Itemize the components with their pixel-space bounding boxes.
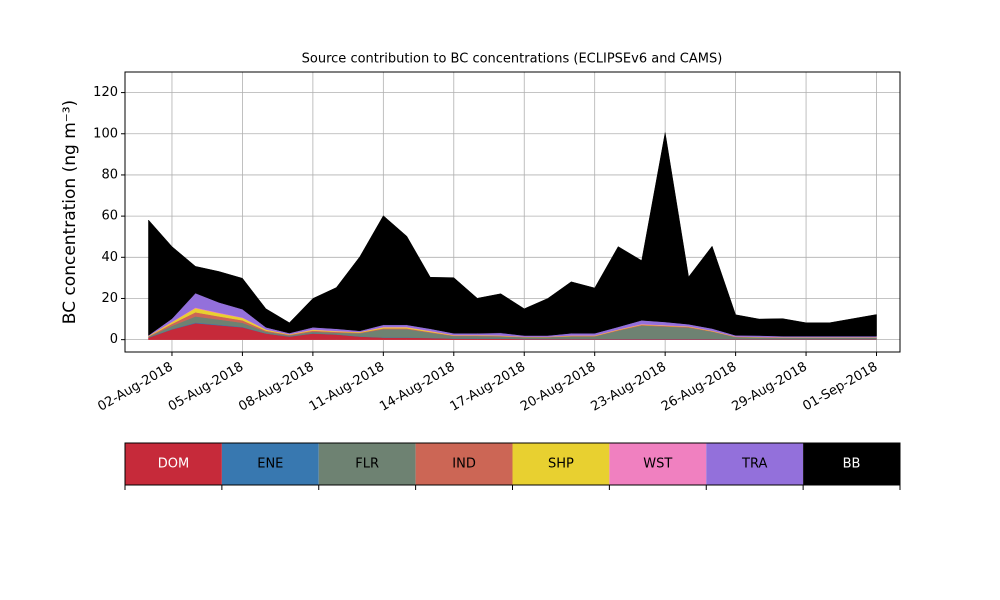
x-tick-label: 29-Aug-2018 — [729, 360, 809, 415]
x-tick-label: 26-Aug-2018 — [659, 360, 739, 415]
legend-label: TRA — [741, 457, 767, 472]
legend-swatch — [803, 443, 900, 485]
y-axis-label: BC concentration (ng m⁻³) — [60, 100, 80, 324]
y-tick-label: 60 — [101, 209, 118, 224]
legend-label: WST — [643, 457, 672, 472]
x-tick-label: 08-Aug-2018 — [236, 360, 316, 415]
x-tick-label: 05-Aug-2018 — [166, 360, 246, 415]
area — [148, 132, 877, 337]
legend-swatch — [125, 443, 222, 485]
legend-label: SHP — [548, 457, 574, 472]
chart-title: Source contribution to BC concentrations… — [302, 52, 723, 67]
x-tick-label: 14-Aug-2018 — [377, 360, 457, 415]
x-tick-label: 02-Aug-2018 — [95, 360, 175, 415]
legend-swatch — [512, 443, 610, 485]
legend-swatch — [318, 443, 416, 485]
y-tick-label: 40 — [101, 250, 118, 265]
legend-label: BB — [843, 457, 861, 472]
legend-frame — [124, 442, 901, 486]
x-tick-label: 17-Aug-2018 — [448, 360, 528, 415]
x-tick-label: 20-Aug-2018 — [518, 360, 598, 415]
legend-label: ENE — [257, 457, 283, 472]
y-tick-label: 0 — [110, 332, 118, 347]
x-tick-label: 01-Sep-2018 — [800, 360, 880, 415]
legend-swatch — [221, 443, 319, 485]
legend-label: IND — [452, 457, 476, 472]
x-tick-label: 23-Aug-2018 — [589, 360, 669, 415]
legend-swatch — [609, 443, 707, 485]
y-tick-label: 20 — [101, 291, 118, 306]
y-tick-label: 120 — [93, 85, 118, 100]
legend-swatch — [706, 443, 804, 485]
legend-swatch — [415, 443, 513, 485]
legend-label: FLR — [355, 457, 379, 472]
y-tick-label: 80 — [101, 167, 118, 182]
y-tick-label: 100 — [93, 126, 118, 141]
plot-frame — [124, 71, 901, 353]
legend-label: DOM — [158, 457, 189, 472]
x-tick-label: 11-Aug-2018 — [307, 360, 387, 415]
